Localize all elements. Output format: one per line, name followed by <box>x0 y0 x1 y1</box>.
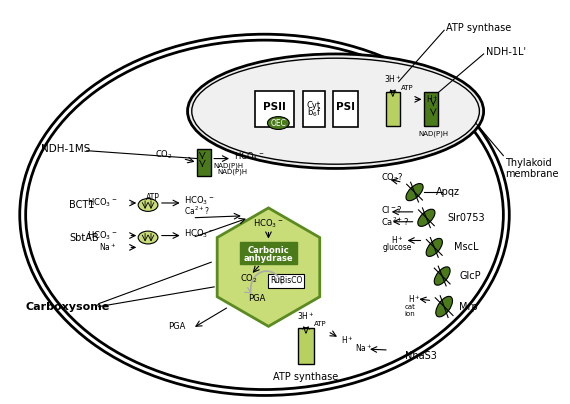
Bar <box>240 242 297 264</box>
Text: NDH-1MS: NDH-1MS <box>42 144 91 154</box>
Text: CO$_2$: CO$_2$ <box>240 273 258 285</box>
Text: NDH-1L': NDH-1L' <box>486 47 526 57</box>
Text: PGA: PGA <box>248 294 265 303</box>
Text: Thylakoid
membrane: Thylakoid membrane <box>506 158 559 179</box>
Bar <box>386 93 400 126</box>
Text: 3H$^+$: 3H$^+$ <box>384 74 401 86</box>
Polygon shape <box>217 208 320 326</box>
Text: PGA: PGA <box>168 322 186 331</box>
Ellipse shape <box>418 209 435 226</box>
Text: SbtAB: SbtAB <box>69 233 99 242</box>
Bar <box>197 149 211 176</box>
Text: Slr0753: Slr0753 <box>447 213 484 223</box>
Text: HCO$_3$$^-$: HCO$_3$$^-$ <box>184 195 214 207</box>
Text: H$^+$: H$^+$ <box>391 235 404 246</box>
Text: Apqz: Apqz <box>436 187 460 197</box>
Text: ATP synthase: ATP synthase <box>274 372 339 382</box>
Ellipse shape <box>138 198 158 211</box>
Bar <box>298 328 314 364</box>
Text: MscL: MscL <box>454 242 479 252</box>
Text: ATP: ATP <box>314 322 327 327</box>
Bar <box>255 91 294 127</box>
Text: BCT1: BCT1 <box>69 200 95 210</box>
Ellipse shape <box>406 183 423 201</box>
Text: Na$^+$: Na$^+$ <box>99 242 116 253</box>
Text: CO$_2$: CO$_2$ <box>155 148 173 161</box>
Text: cat
ion: cat ion <box>405 304 416 317</box>
Text: HCO$_3$$^-$: HCO$_3$$^-$ <box>87 197 117 209</box>
Bar <box>425 93 438 126</box>
Ellipse shape <box>193 59 479 164</box>
Text: PSII: PSII <box>263 102 286 112</box>
Ellipse shape <box>426 238 442 257</box>
Text: Na$^+$: Na$^+$ <box>355 342 373 354</box>
Text: Ca$^{2+}$?: Ca$^{2+}$? <box>184 205 209 217</box>
Text: NhaS3: NhaS3 <box>405 351 437 361</box>
Text: HCO$_3$$^-$: HCO$_3$$^-$ <box>184 227 214 240</box>
Ellipse shape <box>188 54 483 168</box>
Text: PSI: PSI <box>336 102 355 112</box>
Text: Cl$^-$?: Cl$^-$? <box>381 204 402 215</box>
Text: NAD(P)H: NAD(P)H <box>213 162 243 169</box>
Text: HCO$_3$$^-$: HCO$_3$$^-$ <box>253 217 284 230</box>
Text: anhydrase: anhydrase <box>243 254 294 263</box>
Text: Mrp: Mrp <box>459 302 478 311</box>
Ellipse shape <box>138 231 158 244</box>
Text: HCO$_3$$^-$: HCO$_3$$^-$ <box>87 229 117 242</box>
Text: HCO$_3$$^-$: HCO$_3$$^-$ <box>234 150 264 163</box>
Text: Ca$^{2+}$?: Ca$^{2+}$? <box>381 216 409 228</box>
Text: OEC: OEC <box>270 118 286 128</box>
Text: b$_6$f: b$_6$f <box>307 107 321 120</box>
Ellipse shape <box>434 267 450 285</box>
Bar <box>303 91 325 127</box>
Text: CO$_2$?: CO$_2$? <box>381 171 404 183</box>
Text: Carboxysome: Carboxysome <box>26 302 110 311</box>
Text: NAD(P)H: NAD(P)H <box>217 168 247 175</box>
Text: GlcP: GlcP <box>460 271 482 281</box>
Ellipse shape <box>267 117 289 129</box>
Text: H$^+$: H$^+$ <box>408 293 421 305</box>
Text: 3H$^+$: 3H$^+$ <box>297 311 315 322</box>
Text: H$^+$: H$^+$ <box>341 335 355 346</box>
Ellipse shape <box>193 59 479 164</box>
Text: Cyt: Cyt <box>307 101 321 110</box>
Text: H$^+$: H$^+$ <box>426 93 439 105</box>
Text: ATP: ATP <box>401 84 413 90</box>
Text: ATP: ATP <box>146 193 160 202</box>
Ellipse shape <box>436 297 453 317</box>
Bar <box>333 91 359 127</box>
Text: ATP synthase: ATP synthase <box>446 23 511 33</box>
Text: RuBisCO: RuBisCO <box>270 276 303 286</box>
Text: glucose: glucose <box>383 243 412 252</box>
Text: NAD(P)H: NAD(P)H <box>418 131 449 137</box>
Text: Carbonic: Carbonic <box>247 246 290 255</box>
Bar <box>268 274 304 288</box>
